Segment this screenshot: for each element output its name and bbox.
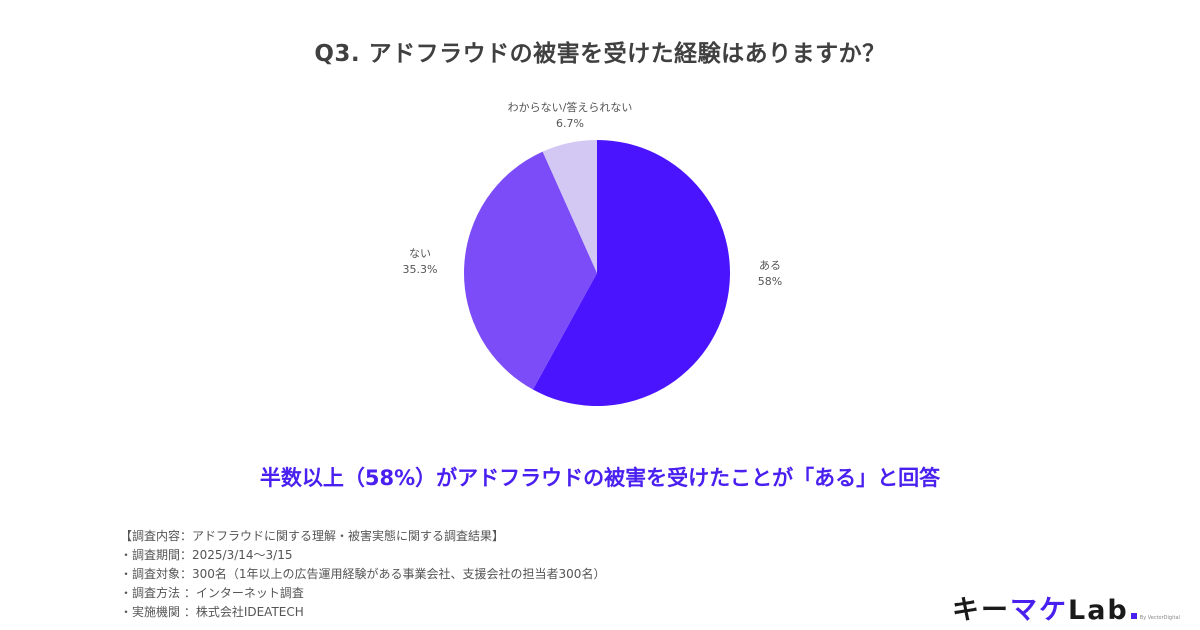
note-line: ・調査方法 ：インターネット調査	[120, 586, 304, 600]
note-line: 【調査内容：アドフラウドに関する理解・被害実態に関する調査結果】	[120, 529, 505, 543]
logo: キーマケLab By VectorDigital	[952, 595, 1180, 626]
pie-slice	[542, 140, 597, 273]
chart-title: Q3. アドフラウドの被害を受けた経験はありますか？	[314, 41, 886, 67]
pie-slice	[464, 151, 597, 390]
survey-notes: 【調査内容：アドフラウドに関する理解・被害実態に関する調査結果】 ・調査期間：2…	[120, 527, 605, 622]
headline: 半数以上（58%）がアドフラウドの被害を受けたことが「ある」と回答	[259, 466, 941, 490]
note-line: ・調査対象：300名（1年以上の広告運用経験がある事業会社、支援会社の担当者30…	[120, 567, 606, 581]
label-aru: ある 58%	[757, 259, 783, 288]
pie-slice	[532, 140, 730, 406]
logo-dot-icon	[1130, 613, 1137, 619]
label-nai: ない 35.3%	[402, 247, 438, 276]
note-line: ・実施機関 ：株式会社IDEATECH	[120, 605, 304, 619]
note-line: ・調査期間：2025/3/14〜3/15	[120, 548, 293, 562]
label-wakaranai: わからない/答えられない 6.7%	[507, 101, 633, 130]
